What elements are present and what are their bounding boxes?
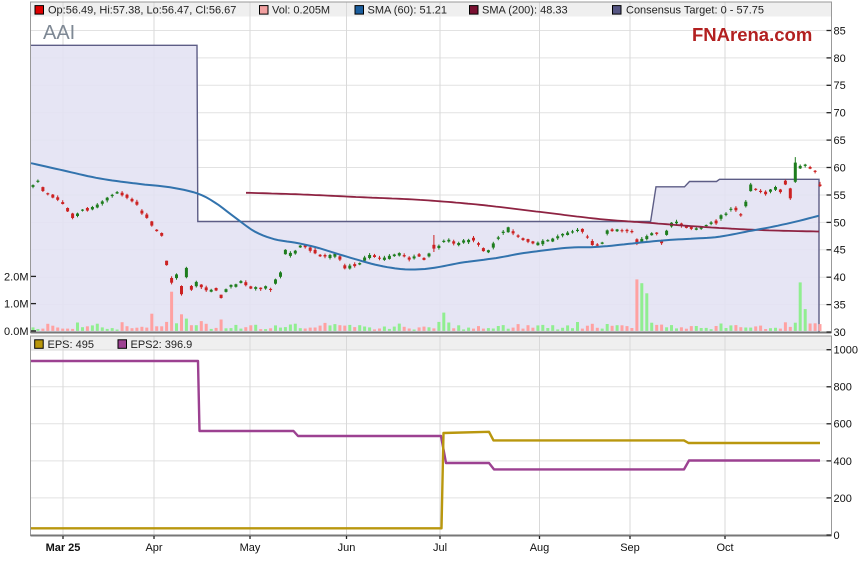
svg-text:600: 600 <box>834 419 852 431</box>
svg-text:Jun: Jun <box>338 542 356 554</box>
svg-text:SMA (60): 51.21: SMA (60): 51.21 <box>368 5 448 17</box>
svg-text:EPS2: 396.9: EPS2: 396.9 <box>131 339 193 351</box>
svg-text:800: 800 <box>834 382 852 394</box>
svg-text:Vol: 0.205M: Vol: 0.205M <box>272 5 330 17</box>
svg-text:75: 75 <box>834 80 846 92</box>
svg-text:65: 65 <box>834 135 846 147</box>
svg-text:40: 40 <box>834 272 846 284</box>
svg-text:Consensus Target: 0 - 57.75: Consensus Target: 0 - 57.75 <box>626 5 764 17</box>
svg-text:30: 30 <box>834 327 846 339</box>
svg-text:50: 50 <box>834 217 846 229</box>
svg-text:Apr: Apr <box>145 542 162 554</box>
svg-text:85: 85 <box>834 25 846 37</box>
svg-text:Oct: Oct <box>716 542 733 554</box>
svg-text:45: 45 <box>834 245 846 257</box>
svg-text:1.0M: 1.0M <box>4 299 28 311</box>
svg-text:Aug: Aug <box>530 542 550 554</box>
svg-text:0: 0 <box>834 530 840 542</box>
svg-text:AAI: AAI <box>43 22 75 44</box>
svg-text:FNArena.com: FNArena.com <box>692 24 812 45</box>
svg-text:Jul: Jul <box>433 542 447 554</box>
svg-text:70: 70 <box>834 108 846 120</box>
svg-text:Op:56.49, Hi:57.38, Lo:56.47,: Op:56.49, Hi:57.38, Lo:56.47, Cl:56.67 <box>48 5 236 17</box>
svg-text:0.0M: 0.0M <box>4 326 28 338</box>
svg-text:May: May <box>240 542 261 554</box>
svg-text:SMA (200): 48.33: SMA (200): 48.33 <box>482 5 568 17</box>
svg-text:400: 400 <box>834 456 852 468</box>
svg-text:35: 35 <box>834 300 846 312</box>
svg-text:55: 55 <box>834 190 846 202</box>
svg-text:EPS: 495: EPS: 495 <box>48 339 94 351</box>
svg-text:Mar 25: Mar 25 <box>46 542 81 554</box>
svg-text:60: 60 <box>834 162 846 174</box>
svg-text:Sep: Sep <box>620 542 640 554</box>
svg-text:2.0M: 2.0M <box>4 271 28 283</box>
svg-text:80: 80 <box>834 53 846 65</box>
svg-text:200: 200 <box>834 493 852 505</box>
svg-text:1000: 1000 <box>834 345 858 357</box>
